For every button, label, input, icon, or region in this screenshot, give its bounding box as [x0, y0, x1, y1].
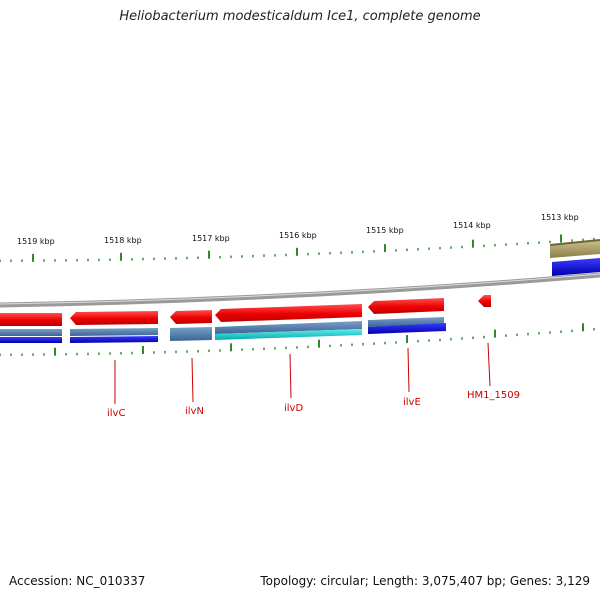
bar-steel-2 [170, 327, 212, 341]
inner-tick-row [0, 323, 595, 356]
leader-ilvD [289, 353, 292, 399]
gene-label-ilvN: ilvN [185, 406, 204, 417]
bar-steel-3 [215, 321, 362, 334]
feature-blue-upper [552, 258, 600, 276]
scale-label-1518: 1518 kbp [104, 236, 142, 245]
bar-blue-1 [70, 336, 158, 343]
bar-steel-0 [0, 329, 62, 336]
gene-arrow-ilvE [368, 298, 444, 314]
scale-label-1515: 1515 kbp [366, 226, 404, 235]
bar-blue-4 [368, 323, 446, 334]
feature-olive-edge [549, 239, 600, 246]
scale-label-1513: 1513 kbp [541, 213, 579, 222]
gene-arrow-ilvD [215, 304, 362, 322]
scale-label-1517: 1517 kbp [192, 234, 230, 243]
gene-arrow-HM1_1509 [478, 295, 491, 307]
leader-HM1_1509 [487, 342, 491, 387]
accession-text: Accession: NC_010337 [9, 574, 146, 588]
scale-label-1514: 1514 kbp [453, 221, 491, 230]
gene-bars-blue [0, 323, 446, 343]
bar-cyan-3 [215, 329, 362, 340]
gene-arrows-red [0, 295, 491, 326]
scale-labels: 1519 kbp 1518 kbp 1517 kbp 1516 kbp 1515… [17, 213, 579, 246]
gene-label-leaders [114, 342, 491, 404]
gene-arrow-ilvC [70, 311, 158, 325]
scale-label-1519: 1519 kbp [17, 237, 55, 246]
leader-ilvN [191, 357, 194, 403]
annotation-bars [0, 317, 444, 341]
bar-steel-1 [70, 328, 158, 336]
gene-arrow-left-edge [0, 313, 62, 326]
gene-labels: ilvC ilvN ilvD ilvE HM1_1509 [107, 390, 520, 419]
leader-ilvE [407, 347, 410, 393]
map-title: Heliobacterium modesticaldum Ice1, compl… [119, 9, 481, 24]
topology-text: Topology: circular; Length: 3,075,407 bp… [260, 574, 590, 588]
outer-tick-row [0, 234, 595, 262]
gene-label-ilvC: ilvC [107, 408, 125, 419]
genome-backbone [0, 272, 600, 308]
bar-blue-0 [0, 337, 62, 343]
gene-label-ilvD: ilvD [284, 403, 303, 414]
genome-backbone-highlight [0, 273, 600, 305]
gene-label-HM1_1509: HM1_1509 [467, 390, 520, 401]
gene-label-ilvE: ilvE [403, 397, 421, 408]
scale-label-1516: 1516 kbp [279, 231, 317, 240]
gene-arrow-ilvN [170, 310, 212, 324]
